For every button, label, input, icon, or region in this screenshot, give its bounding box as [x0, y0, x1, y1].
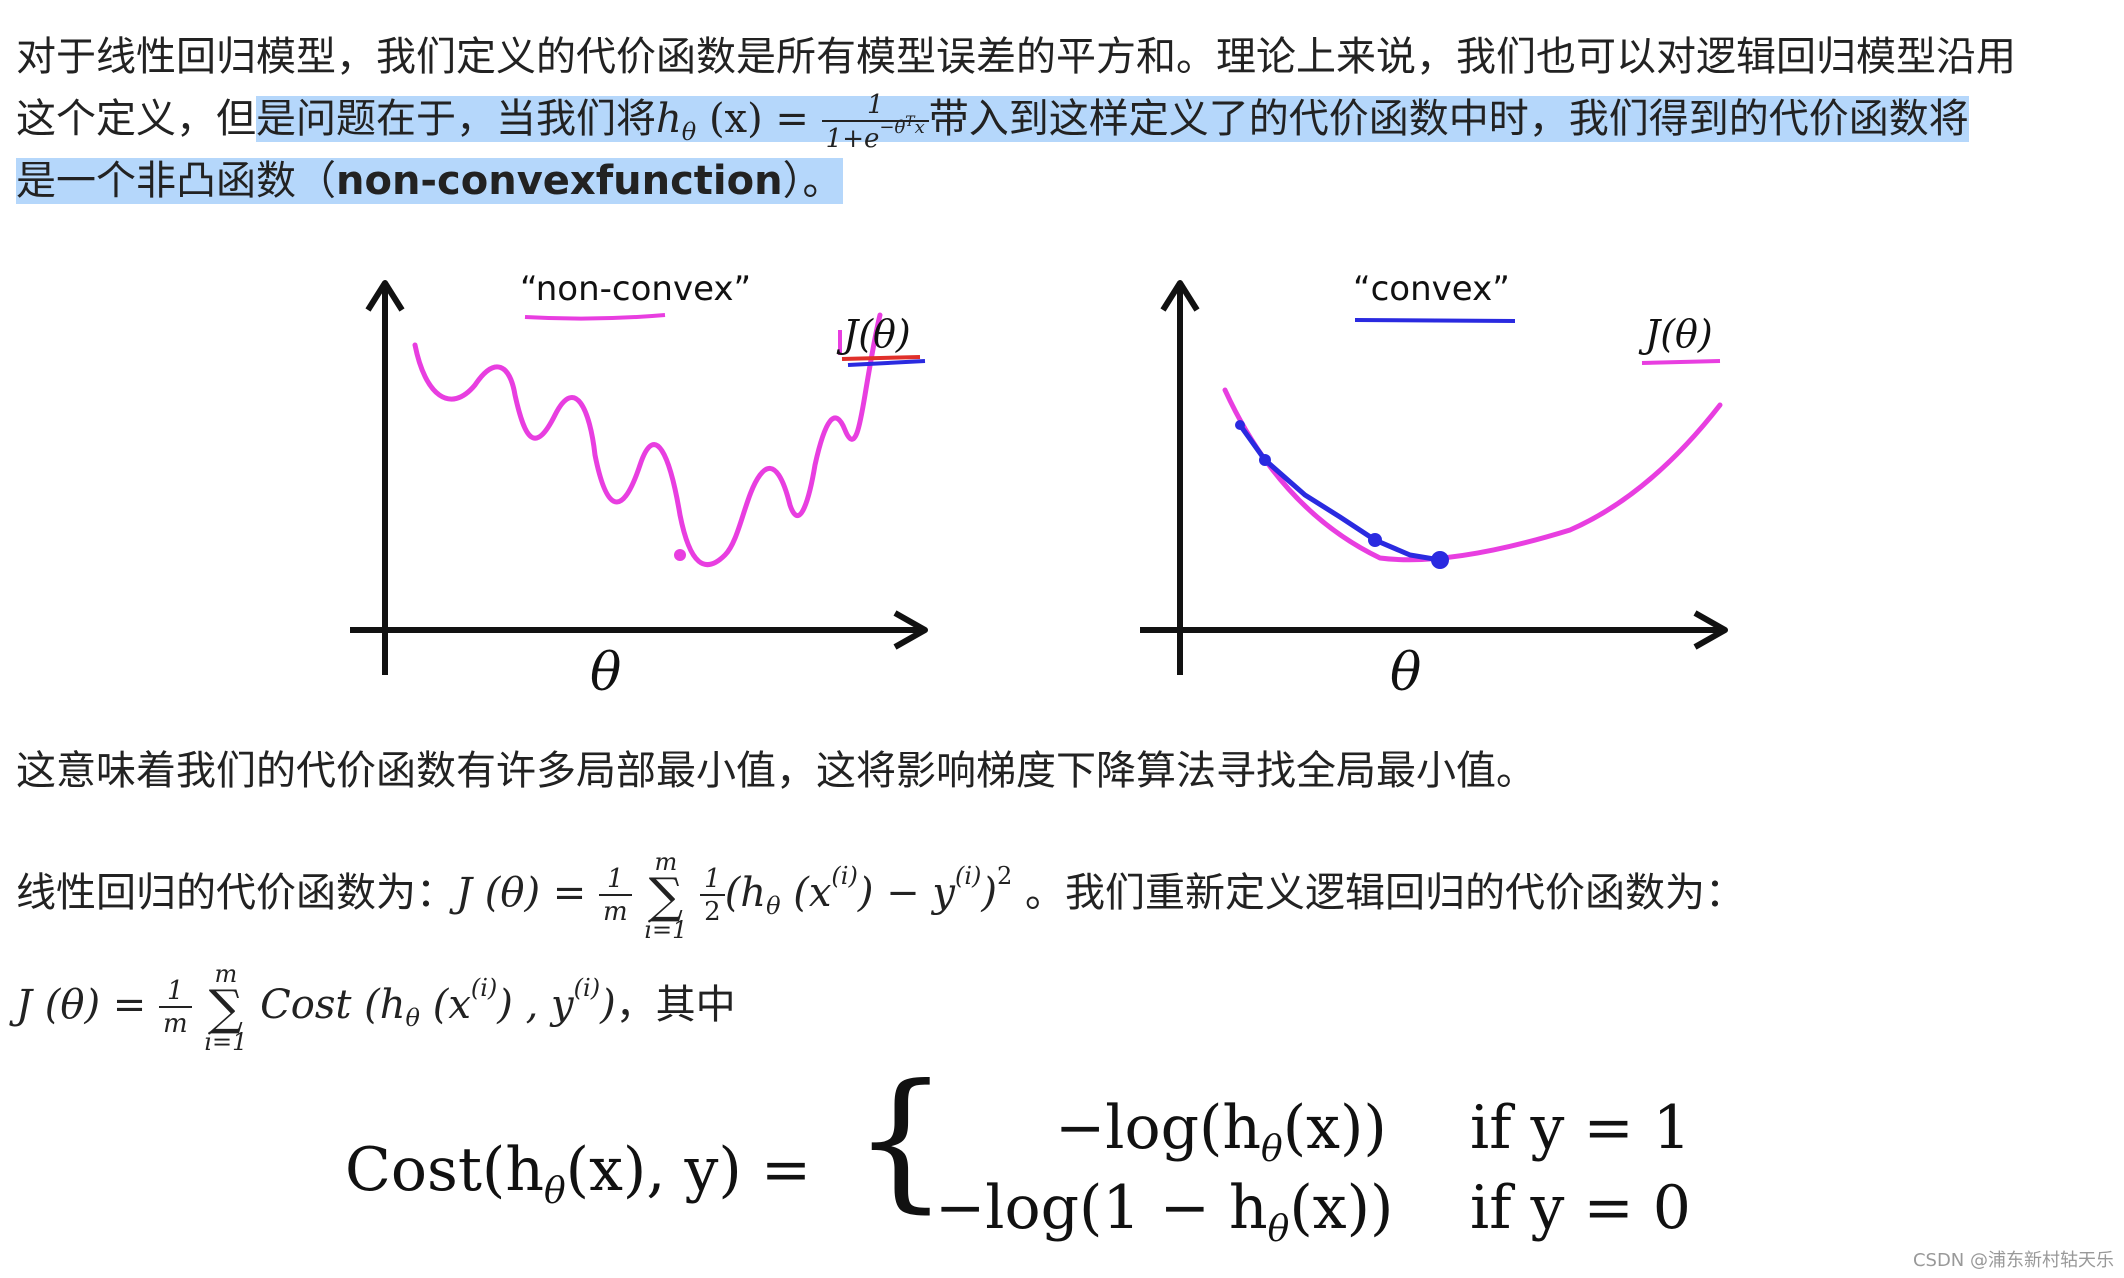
left-xlabel: θ	[590, 643, 621, 695]
hypothesis-formula: hθ (x) = 1 1+e−θTx	[656, 90, 929, 154]
local-minimum-dot	[674, 549, 686, 561]
right-x-arrowhead	[1693, 610, 1728, 650]
cost-piecewise-definition: Cost(hθ(x), y) = { −log(hθ(x)) −log(1 − …	[345, 1065, 1745, 1255]
summation-symbol-2: m ∑ i=1	[204, 960, 248, 1056]
case-2-condition: if y = 0	[1470, 1173, 1691, 1243]
paragraph-intro-line2: 这个定义，但是问题在于，当我们将hθ (x) = 1 1+e−θTx 带入到这样定义…	[16, 89, 1969, 154]
left-title-underline	[524, 313, 666, 321]
right-plot-title: “convex”	[1353, 269, 1510, 309]
left-ylabel-underline-blue	[847, 359, 926, 367]
convex-plot: “convex” J(θ) θ	[1140, 269, 1728, 695]
left-ylabel-underline-red	[841, 355, 921, 361]
global-minimum-dot	[1431, 551, 1449, 569]
paragraph-intro-line3: 是一个非凸函数（non-convexfunction）。	[16, 158, 843, 204]
descent-step-1	[1235, 420, 1245, 430]
left-x-arrowhead	[893, 610, 928, 650]
sigmoid-fraction: 1 1+e−θTx	[821, 90, 929, 155]
left-plot-title: “non-convex”	[520, 269, 751, 309]
cases-brace: {	[853, 1053, 949, 1227]
watermark: CSDN @浦东新村轱天乐	[1912, 1250, 2114, 1271]
convexity-figure: “non-convex” J(θ) θ “convex” J(θ) θ	[350, 269, 1728, 695]
left-ylabel: J(θ)	[836, 312, 911, 356]
non-convex-plot: “non-convex” J(θ) θ	[350, 269, 928, 695]
case-1-condition: if y = 1	[1470, 1093, 1691, 1163]
case-2-expr: −log(1 − hθ(x))	[935, 1173, 1394, 1250]
right-y-arrowhead	[1160, 280, 1200, 312]
right-ylabel-underline	[1641, 359, 1721, 365]
right-ylabel: J(θ)	[1638, 312, 1713, 356]
non-convex-curve	[412, 312, 883, 568]
gradient-descent-path	[1237, 422, 1443, 563]
right-title-underline	[1354, 318, 1516, 323]
paragraph-local-minima: 这意味着我们的代价函数有许多局部最小值，这将影响梯度下降算法寻找全局最小值。	[16, 748, 1536, 794]
descent-step-3	[1368, 533, 1382, 547]
left-y-arrowhead	[365, 280, 405, 312]
case-1-expr: −log(hθ(x))	[1055, 1093, 1387, 1170]
cost-lhs: Cost(hθ(x), y) =	[345, 1135, 812, 1212]
convex-curve	[1222, 387, 1723, 563]
highlighted-text: 是问题在于，当我们将hθ (x) = 1 1+e−θTx 带入到这样定义了的代价函数…	[256, 89, 1969, 154]
descent-step-2	[1259, 454, 1271, 466]
right-xlabel: θ	[1390, 643, 1421, 695]
paragraph-intro-line1: 对于线性回归模型，我们定义的代价函数是所有模型误差的平方和。理论上来说，我们也可…	[16, 34, 2016, 80]
summation-symbol: m ∑ i=1	[644, 848, 688, 944]
